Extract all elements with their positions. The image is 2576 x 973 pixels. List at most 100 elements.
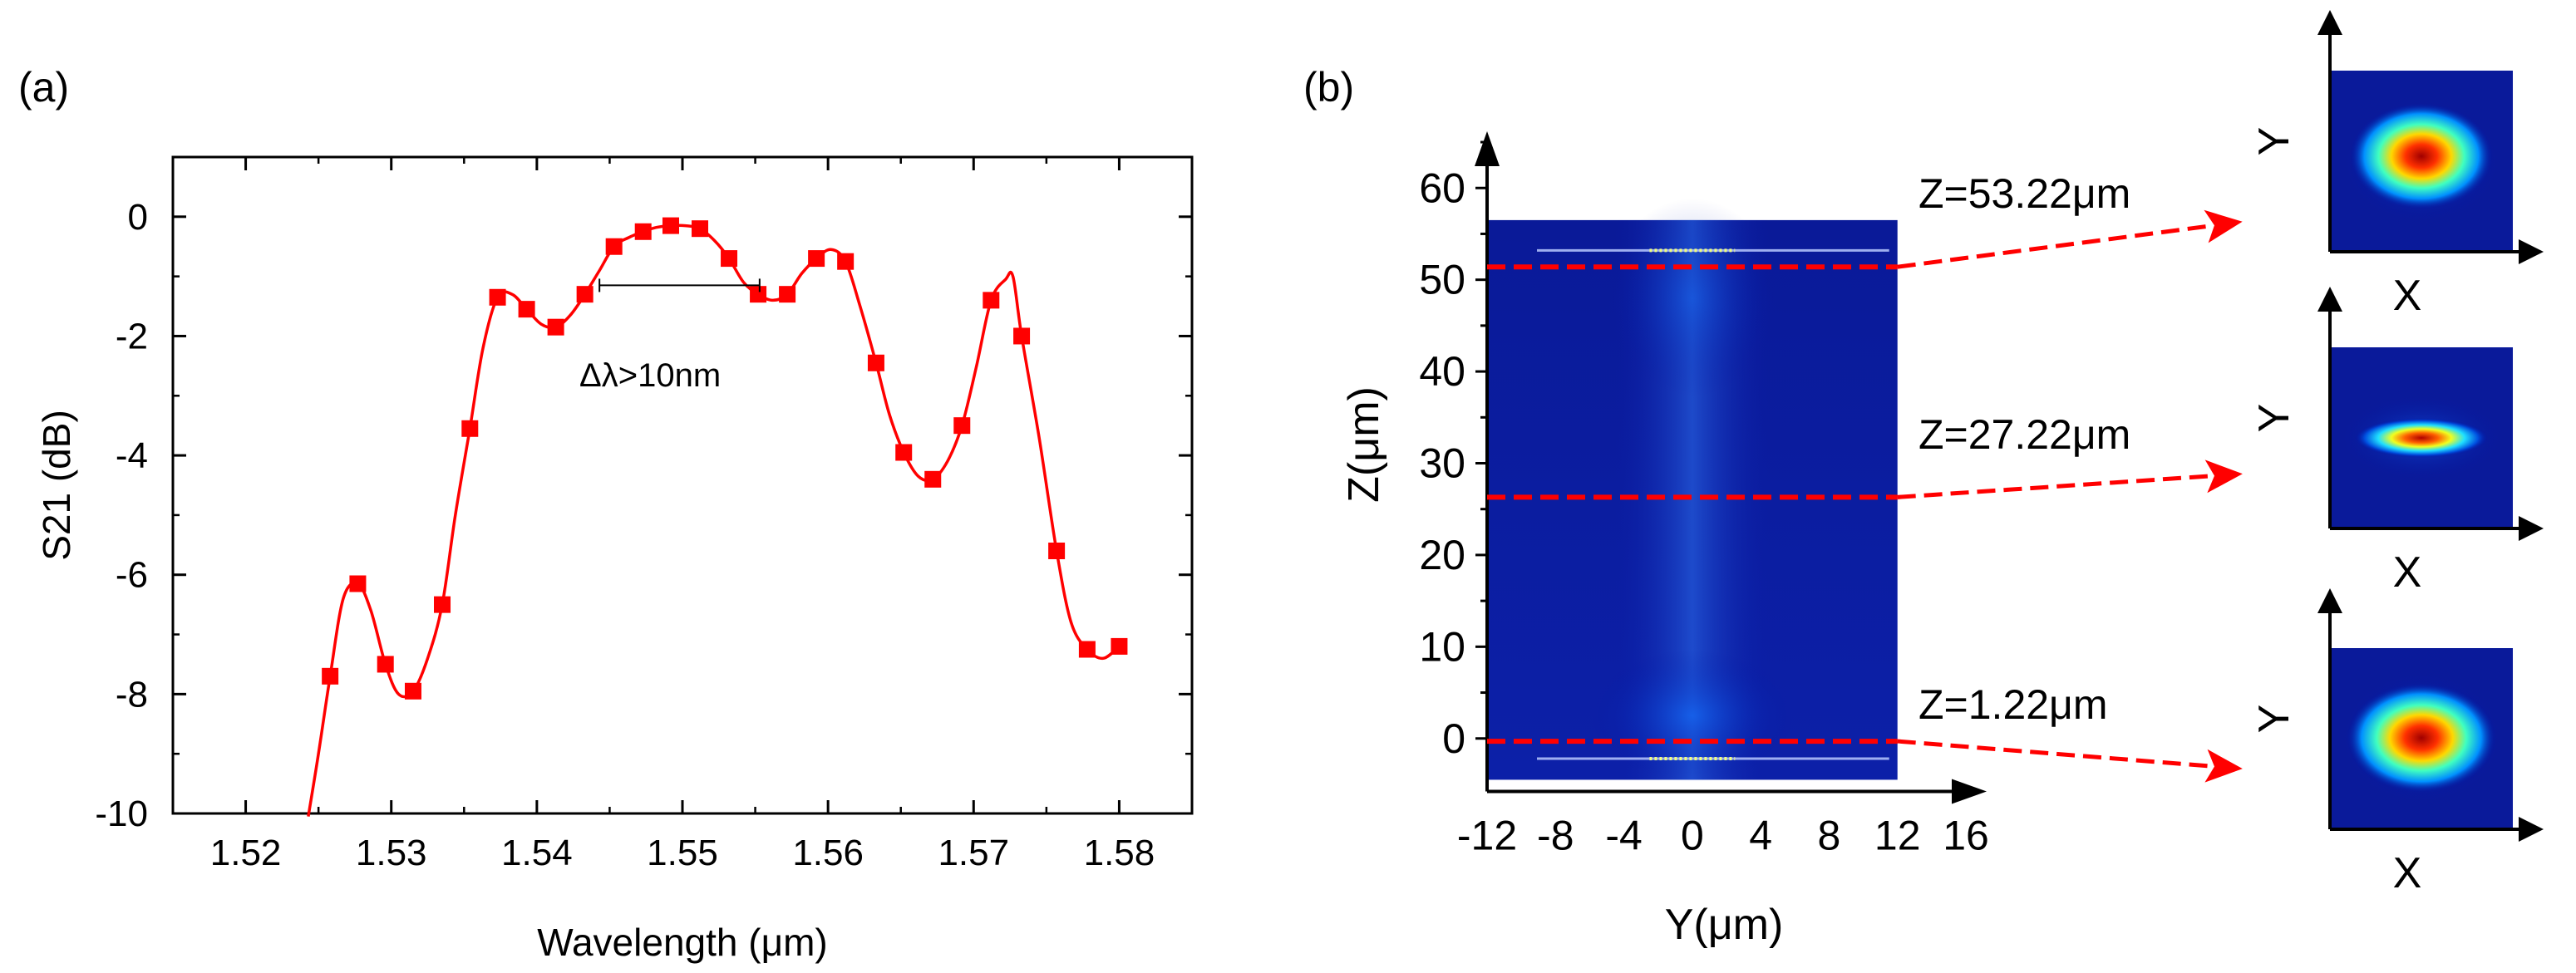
x-tick-label-a: 1.54 (501, 833, 573, 873)
profile-top-spot (2350, 103, 2493, 209)
x-tick-labels-b: -12 -8 -4 0 4 8 12 16 (1457, 812, 1989, 858)
profile-middle (2330, 347, 2513, 528)
data-point (1078, 641, 1096, 658)
profile-top-y-label: Y (2250, 127, 2298, 156)
cut-label: Z=1.22μm (1918, 681, 2108, 728)
y-axis-label-a: S21 (dB) (35, 410, 78, 561)
profile-bottom-y-arrow (2317, 588, 2342, 613)
data-point (1111, 637, 1128, 655)
cut-pointer (1897, 474, 2210, 499)
data-point (518, 301, 535, 318)
axis-ticks-b (1475, 140, 1487, 740)
profile-bottom-spot (2347, 683, 2496, 793)
mode-profiles: X Y X Y X Y (2250, 10, 2544, 897)
data-point (322, 667, 339, 685)
y-tick-label-a: -2 (116, 316, 148, 356)
cut-pointer (1897, 739, 2210, 769)
z-axis-arrow (1475, 131, 1500, 166)
y-axis-arrow (1952, 779, 1987, 804)
profile-middle-x-arrow (2519, 516, 2544, 541)
data-point (779, 286, 796, 303)
y-tick-label-a: -4 (116, 435, 148, 476)
y-tick-label-a: -8 (116, 674, 148, 715)
bandwidth-annotation: Δλ>10nm (579, 357, 721, 394)
data-point (576, 286, 594, 303)
heatmap-glow-top (1607, 198, 1778, 398)
profile-middle-spot (2355, 418, 2488, 458)
panel-a-label: (a) (18, 64, 69, 111)
heatmap-glow-bottom (1589, 649, 1795, 783)
data-point (547, 318, 564, 336)
y-tick-label-a: -6 (116, 555, 148, 596)
data-point (349, 575, 367, 592)
data-point (750, 286, 767, 303)
y-tick-labels-a: -10 -8 -6 -4 -2 0 (95, 197, 148, 834)
cut-label: Z=27.22μm (1918, 411, 2130, 458)
x-tick-label-b: -8 (1537, 812, 1574, 858)
data-point (434, 596, 451, 613)
data-point (1013, 327, 1031, 345)
data-point (808, 250, 825, 268)
data-point (461, 420, 479, 437)
data-point (837, 253, 855, 270)
profile-top-x-label: X (2393, 272, 2422, 320)
profile-middle-y-arrow (2317, 287, 2342, 312)
x-tick-label-b: 12 (1874, 812, 1921, 858)
x-tick-label-b: -4 (1605, 812, 1642, 858)
x-tick-label-b: 4 (1749, 812, 1772, 858)
z-tick-label: 30 (1419, 440, 1465, 487)
profile-middle-y-label: Y (2250, 404, 2298, 433)
data-point (605, 238, 623, 255)
profile-bottom-x-arrow (2519, 817, 2544, 842)
x-axis-label-a: Wavelength (μm) (537, 921, 827, 964)
cut-lines: Z=53.22μm Z=27.22μm Z=1.22μm (1487, 170, 2243, 783)
data-point (867, 354, 884, 371)
x-axis-label-b: Y(μm) (1665, 901, 1784, 949)
y-tick-label-a: 0 (128, 197, 148, 238)
plot-frame-a (171, 155, 1194, 815)
profile-top-x-arrow (2519, 239, 2544, 264)
data-point (953, 417, 971, 435)
panel-a: (a) 1.52 1.53 1.54 1.55 1.56 1.57 1.58 -10 -8 -6… (18, 64, 1194, 964)
data-point (377, 656, 394, 673)
profile-top-y-arrow (2317, 10, 2342, 35)
z-tick-label: 10 (1419, 623, 1465, 670)
cut-arrowhead (2204, 749, 2243, 783)
data-point (895, 444, 913, 461)
x-tick-label-a: 1.56 (792, 833, 864, 873)
heatmap-bright-lines (1537, 248, 1889, 761)
profile-middle-x-label: X (2393, 548, 2422, 597)
y-axis-label-b: Z(μm) (1340, 386, 1388, 503)
z-tick-label: 0 (1442, 715, 1465, 762)
data-point (924, 470, 942, 488)
cut-arrowhead (2204, 459, 2243, 494)
cut-arrowhead (2204, 209, 2243, 243)
z-tick-label: 50 (1419, 257, 1465, 303)
x-tick-label-b: 0 (1681, 812, 1704, 858)
z-tick-label: 60 (1419, 165, 1465, 211)
x-tick-labels-a: 1.52 1.53 1.54 1.55 1.56 1.57 1.58 (210, 833, 1155, 873)
data-point (1048, 543, 1066, 559)
data-point (489, 288, 506, 306)
data-point (692, 220, 709, 238)
x-tick-label-a: 1.52 (210, 833, 282, 873)
z-tick-label: 40 (1419, 348, 1465, 395)
panel-b-label: (b) (1303, 64, 1354, 111)
y-tick-labels-b: 0 10 20 30 40 50 60 (1419, 165, 1465, 762)
profile-top (2330, 71, 2513, 252)
x-tick-label-b: -12 (1457, 812, 1517, 858)
y-tick-label-a: -10 (95, 794, 148, 834)
data-point (404, 682, 421, 700)
profile-arrowheads (2317, 10, 2544, 842)
data-point (662, 217, 679, 234)
profile-bottom-y-label: Y (2250, 705, 2298, 734)
data-point (983, 292, 1000, 309)
x-tick-label-a: 1.55 (647, 833, 718, 873)
x-tick-label-a: 1.53 (356, 833, 427, 873)
cut-pointer (1897, 224, 2210, 269)
z-tick-label: 20 (1419, 532, 1465, 578)
profile-bottom-x-label: X (2393, 849, 2422, 897)
data-point (721, 250, 738, 268)
